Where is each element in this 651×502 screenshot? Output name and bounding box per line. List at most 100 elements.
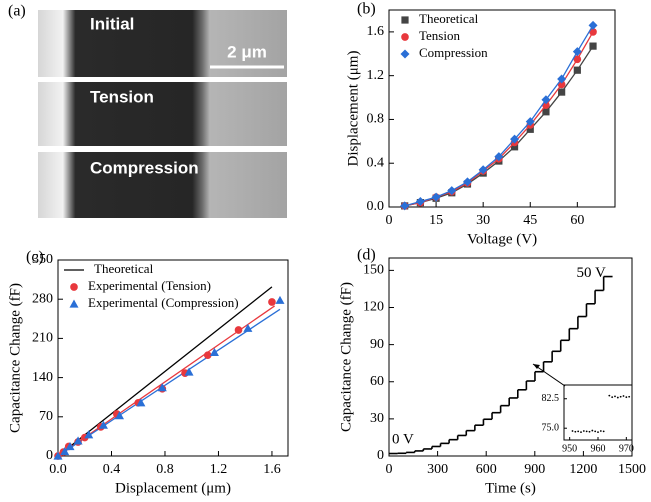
x-tick-label: 0 (386, 462, 393, 477)
marker (157, 383, 167, 392)
legend-marker (401, 33, 409, 41)
legend-marker (70, 283, 78, 291)
marker (572, 47, 582, 57)
annotation: 50 V (577, 265, 606, 281)
marker (136, 398, 146, 407)
marker (234, 326, 243, 334)
x-axis-label: Displacement (μm) (115, 480, 231, 496)
panel-label: (b) (357, 1, 376, 18)
marker (73, 436, 83, 445)
legend-marker (69, 299, 79, 308)
x-tick-label: 1200 (569, 462, 597, 477)
x-tick-label: 600 (476, 462, 497, 477)
inset-arrow (532, 363, 566, 387)
marker (115, 411, 125, 420)
x-tick-label: 0 (386, 213, 393, 228)
marker (589, 42, 597, 50)
image (38, 152, 287, 218)
x-tick-label: 0.0 (49, 462, 67, 477)
panel-label: (c) (26, 249, 44, 266)
marker (415, 197, 425, 207)
marker (268, 298, 276, 306)
marker (462, 177, 472, 187)
panel-label: (a) (8, 3, 26, 20)
inset-point (597, 431, 599, 434)
inset-arrow-head (533, 364, 540, 369)
marker (447, 186, 457, 196)
marker (400, 201, 410, 211)
marker (557, 74, 567, 84)
inset-point (611, 396, 614, 399)
marker (431, 192, 441, 202)
legend-marker (400, 49, 410, 59)
y-tick-label: 75.0 (542, 423, 560, 434)
y-tick-label: 0.8 (367, 112, 385, 127)
legend-label: Tension (419, 28, 460, 43)
y-axis-label: Capacitance Change (fF) (7, 283, 23, 433)
marker (275, 295, 285, 304)
x-tick-label: 960 (591, 443, 606, 454)
x-tick-label: 1.6 (263, 462, 281, 477)
inset-point (585, 430, 588, 433)
legend-marker (401, 16, 409, 24)
image-label: Tension (90, 87, 154, 106)
inset-point (602, 430, 605, 433)
marker (65, 441, 75, 451)
y-tick-label: 1.2 (367, 68, 385, 83)
inset-point (619, 395, 622, 398)
y-tick-label: 350 (32, 252, 53, 267)
y-tick-label: 70 (39, 409, 53, 424)
inset-point (571, 430, 574, 432)
series-line (404, 45, 594, 207)
sem-image: Initial Tension Compression 2 μm (38, 10, 287, 218)
legend-label: Compression (419, 45, 488, 60)
y-tick-label: 120 (363, 300, 384, 315)
fit-line (57, 308, 281, 457)
y-tick-label: 280 (32, 291, 53, 306)
x-tick-label: 900 (524, 462, 545, 477)
legend-label: Experimental (Tension) (88, 278, 211, 293)
plot-frame (388, 9, 616, 208)
inset-point (622, 395, 625, 397)
marker (53, 451, 63, 460)
x-tick-label: 60 (570, 213, 584, 228)
legend-label: Theoretical (94, 261, 154, 276)
x-tick-label: 950 (562, 443, 577, 454)
y-tick-label: 0 (46, 448, 53, 463)
marker (209, 347, 219, 356)
x-tick-label: 1500 (618, 462, 646, 477)
plot-frame (57, 259, 289, 457)
y-tick-label: 1.6 (367, 24, 385, 39)
x-tick-label: 15 (429, 213, 443, 228)
x-tick-label: 30 (476, 213, 490, 228)
marker (525, 117, 535, 127)
marker (494, 152, 504, 162)
inset-point (594, 430, 597, 433)
inset-point (577, 430, 580, 433)
marker (526, 125, 534, 133)
inset-point (580, 431, 582, 434)
inset-point (591, 429, 594, 432)
inset-point (628, 395, 631, 398)
marker (60, 447, 70, 456)
legend-label: Theoretical (419, 11, 479, 26)
y-axis-label: Capacitance Change (fF) (338, 282, 354, 432)
scale-bar-label: 2 μm (227, 42, 267, 61)
x-tick-label: 970 (619, 443, 634, 454)
marker (510, 143, 519, 151)
marker (478, 165, 488, 175)
image-label: Compression (90, 158, 199, 177)
y-tick-label: 60 (370, 374, 384, 389)
y-tick-label: 210 (32, 331, 53, 346)
y-axis-label: Displacement (μm) (345, 51, 361, 167)
marker (243, 323, 253, 332)
x-axis-label: Time (s) (485, 480, 536, 496)
marker (589, 28, 597, 36)
marker (542, 108, 550, 116)
marker (203, 351, 212, 360)
y-tick-label: 150 (363, 263, 384, 278)
inset-point (582, 430, 585, 432)
legend-label: Experimental (Compression) (88, 295, 239, 310)
marker (184, 367, 194, 376)
